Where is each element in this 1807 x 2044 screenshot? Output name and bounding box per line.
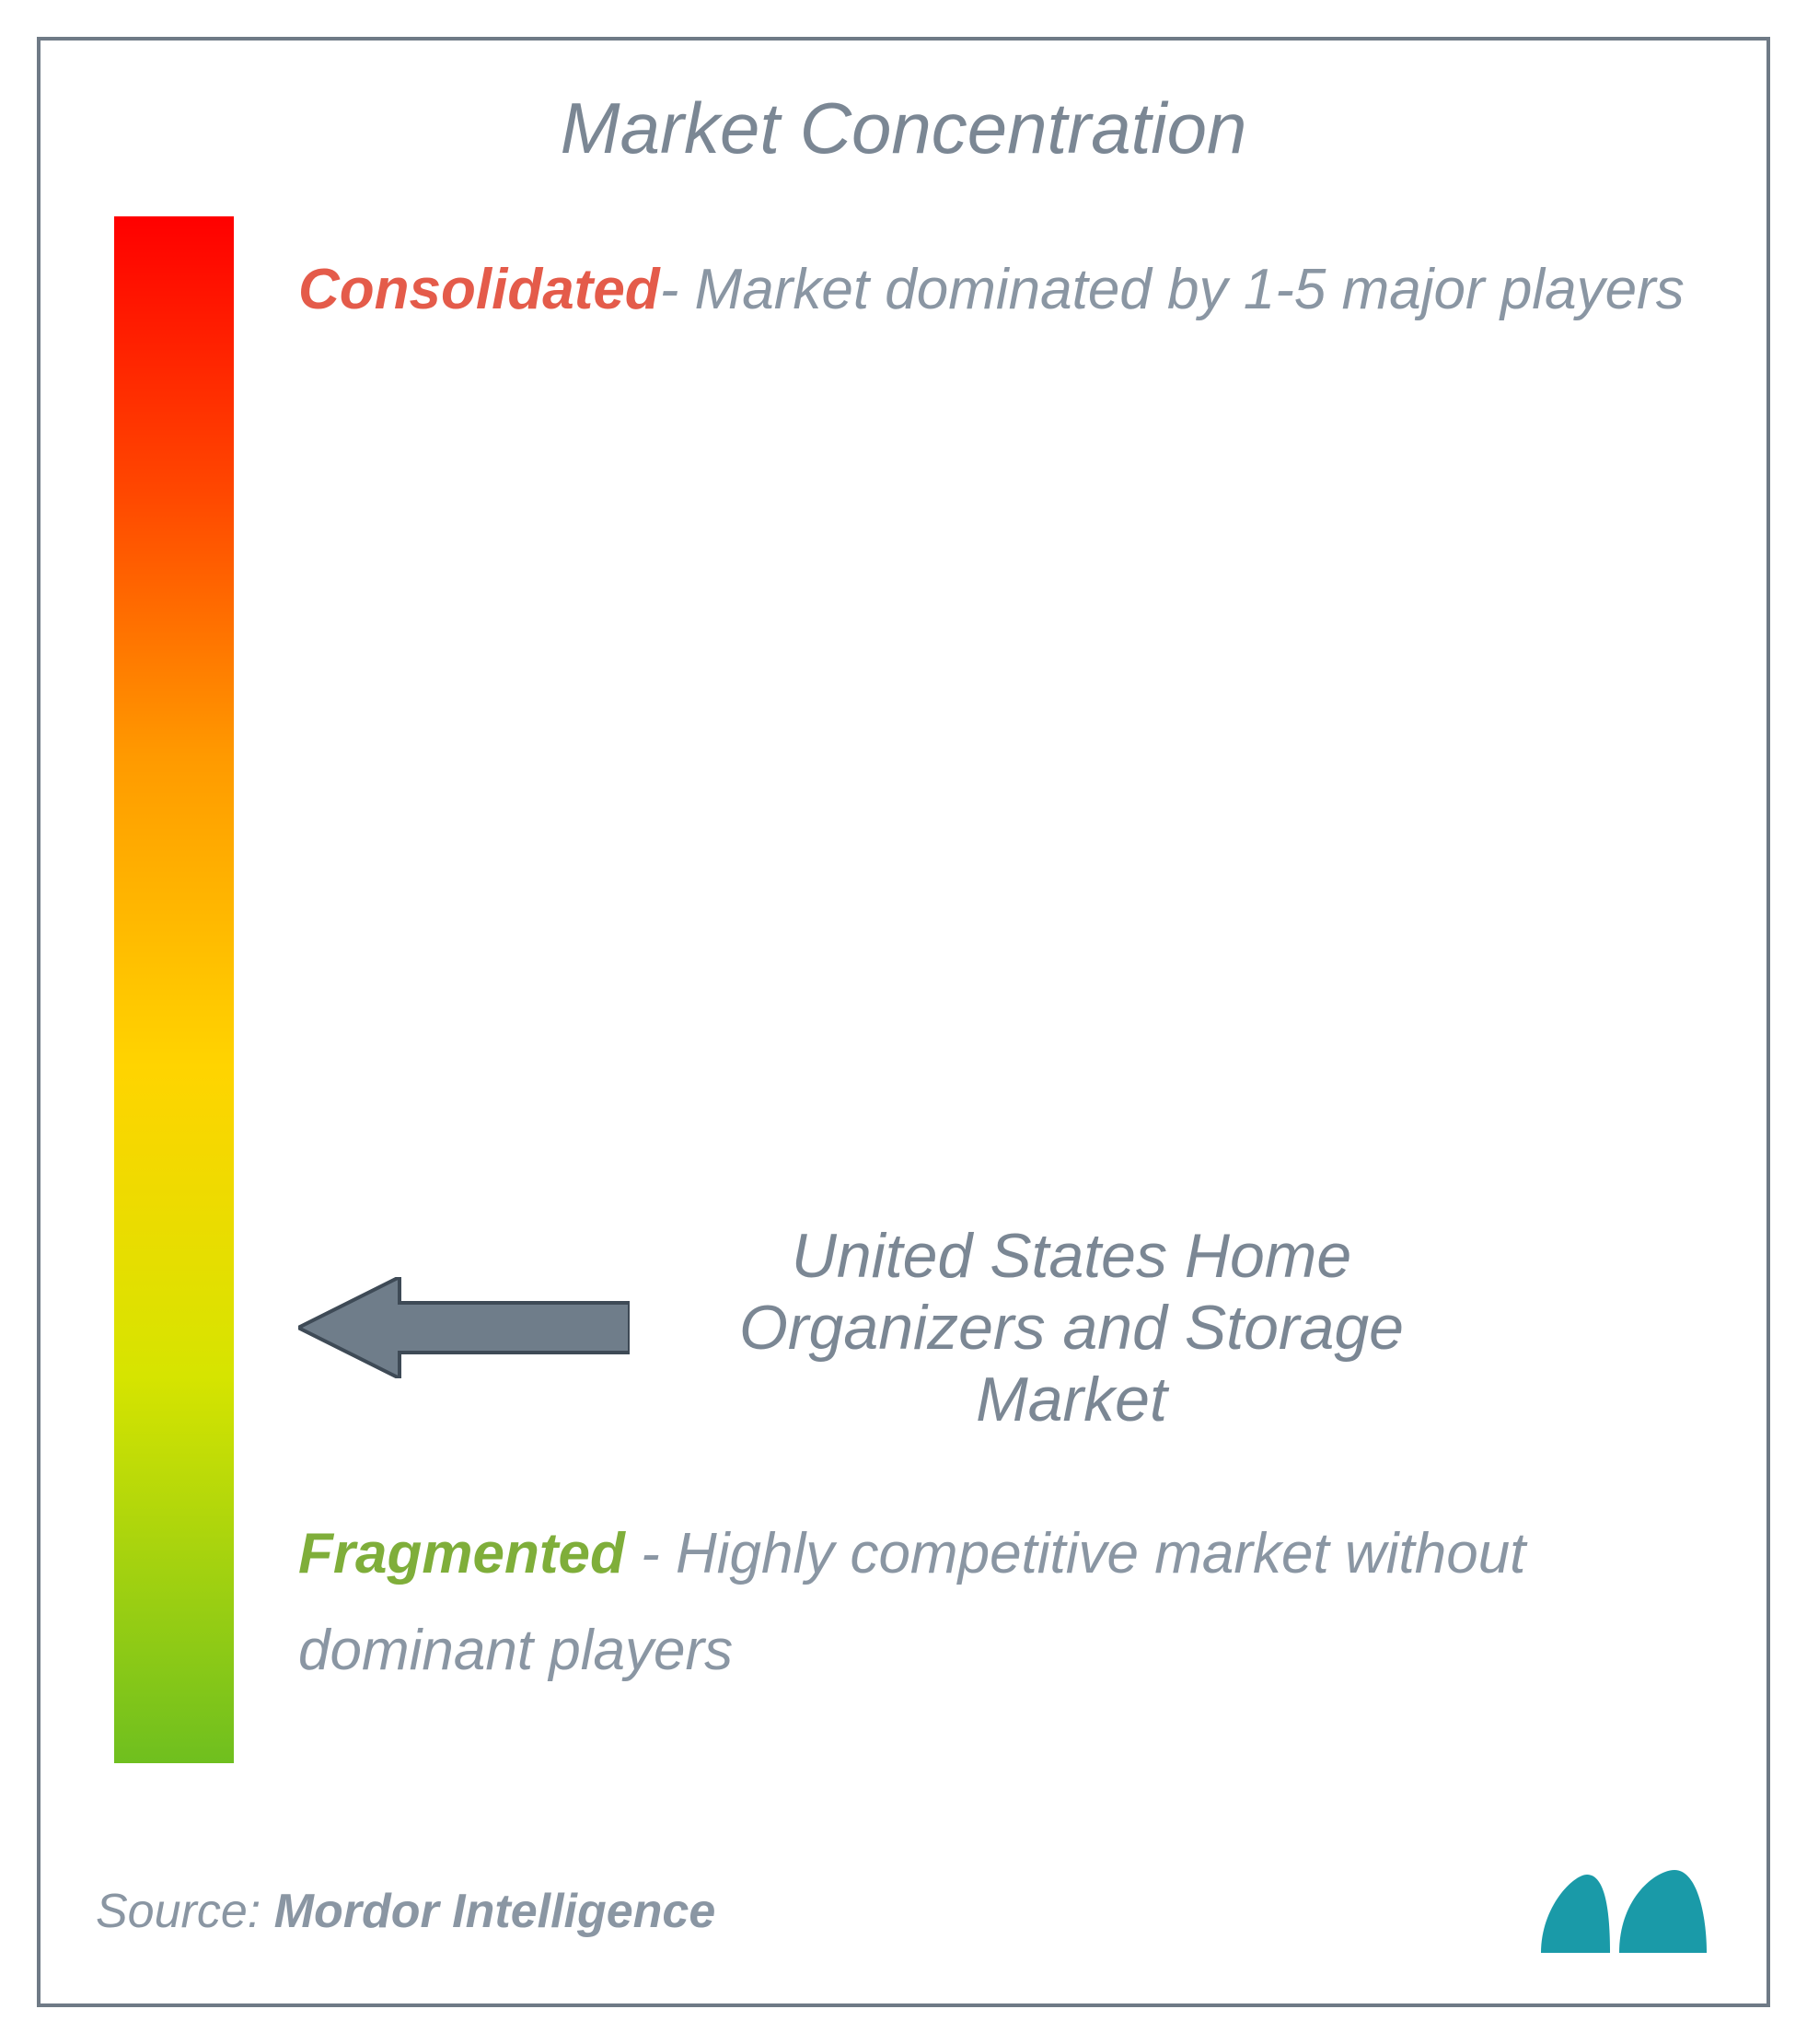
diagram-frame: Market Concentration Consolidated- Marke… [37,37,1770,2007]
market-pointer-block: United States Home Organizers and Storag… [298,1220,1725,1435]
fragmented-label: Fragmented - Highly competitive market w… [298,1505,1725,1700]
source-name: Mordor Intelligence [274,1885,716,1938]
diagram-content: Consolidated- Market dominated by 1-5 ma… [96,216,1711,1782]
gradient-svg [114,216,234,1763]
mordor-logo-icon [1532,1865,1716,1957]
arrow-left-icon [298,1277,630,1378]
diagram-title: Market Concentration [96,87,1711,170]
fragmented-lead: Fragmented [298,1522,625,1585]
arrow-row: United States Home Organizers and Storag… [298,1220,1725,1435]
consolidated-label: Consolidated- Market dominated by 1-5 ma… [298,244,1725,335]
source-label: Source: [96,1885,274,1938]
source-line: Source: Mordor Intelligence [96,1884,715,1939]
market-name: United States Home Organizers and Storag… [657,1220,1486,1435]
concentration-gradient-bar [114,216,234,1763]
footer: Source: Mordor Intelligence [96,1865,1716,1957]
consolidated-lead: Consolidated [298,258,660,321]
consolidated-rest: - Market dominated by 1-5 major players [660,258,1685,321]
